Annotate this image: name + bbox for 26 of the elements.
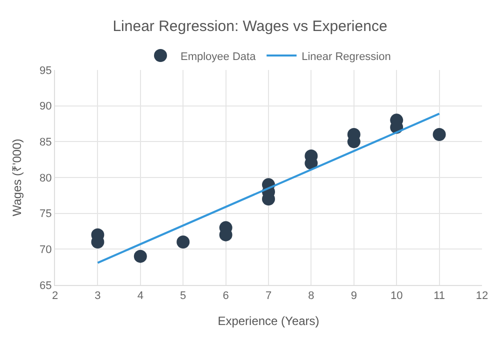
- x-tick-label: 9: [350, 290, 357, 302]
- x-tick-label: 3: [94, 290, 101, 302]
- x-tick-label: 11: [434, 290, 446, 302]
- point: [134, 250, 147, 263]
- x-tick-label: 10: [390, 290, 403, 302]
- y-tick-label: 95: [40, 64, 52, 77]
- point: [432, 128, 446, 141]
- chart-title: Linear Regression: Wages vs Experience: [112, 18, 388, 35]
- y-tick-label: 70: [40, 244, 52, 256]
- y-axis-title: Wages (₹'000): [10, 138, 24, 216]
- x-axis-title: Experience (Years): [218, 314, 320, 328]
- x-tick-label: 12: [476, 290, 488, 302]
- x-tick-label: 4: [137, 290, 144, 302]
- x-tick-label: 5: [180, 290, 186, 302]
- y-tick-label: 85: [40, 136, 52, 149]
- y-tick-label: 90: [40, 100, 52, 113]
- y-tick-label: 80: [40, 172, 52, 184]
- x-tick-label: 7: [265, 290, 272, 302]
- point: [176, 236, 190, 248]
- x-tick-label: 8: [308, 290, 314, 302]
- y-tick-label: 65: [40, 280, 52, 292]
- legend-label: Linear Regression: [302, 50, 391, 63]
- legend-label: Employee Data: [180, 50, 257, 63]
- y-tick-label: 75: [40, 208, 52, 220]
- x-tick-label: 2: [52, 290, 58, 302]
- x-tick-label: 6: [222, 290, 229, 302]
